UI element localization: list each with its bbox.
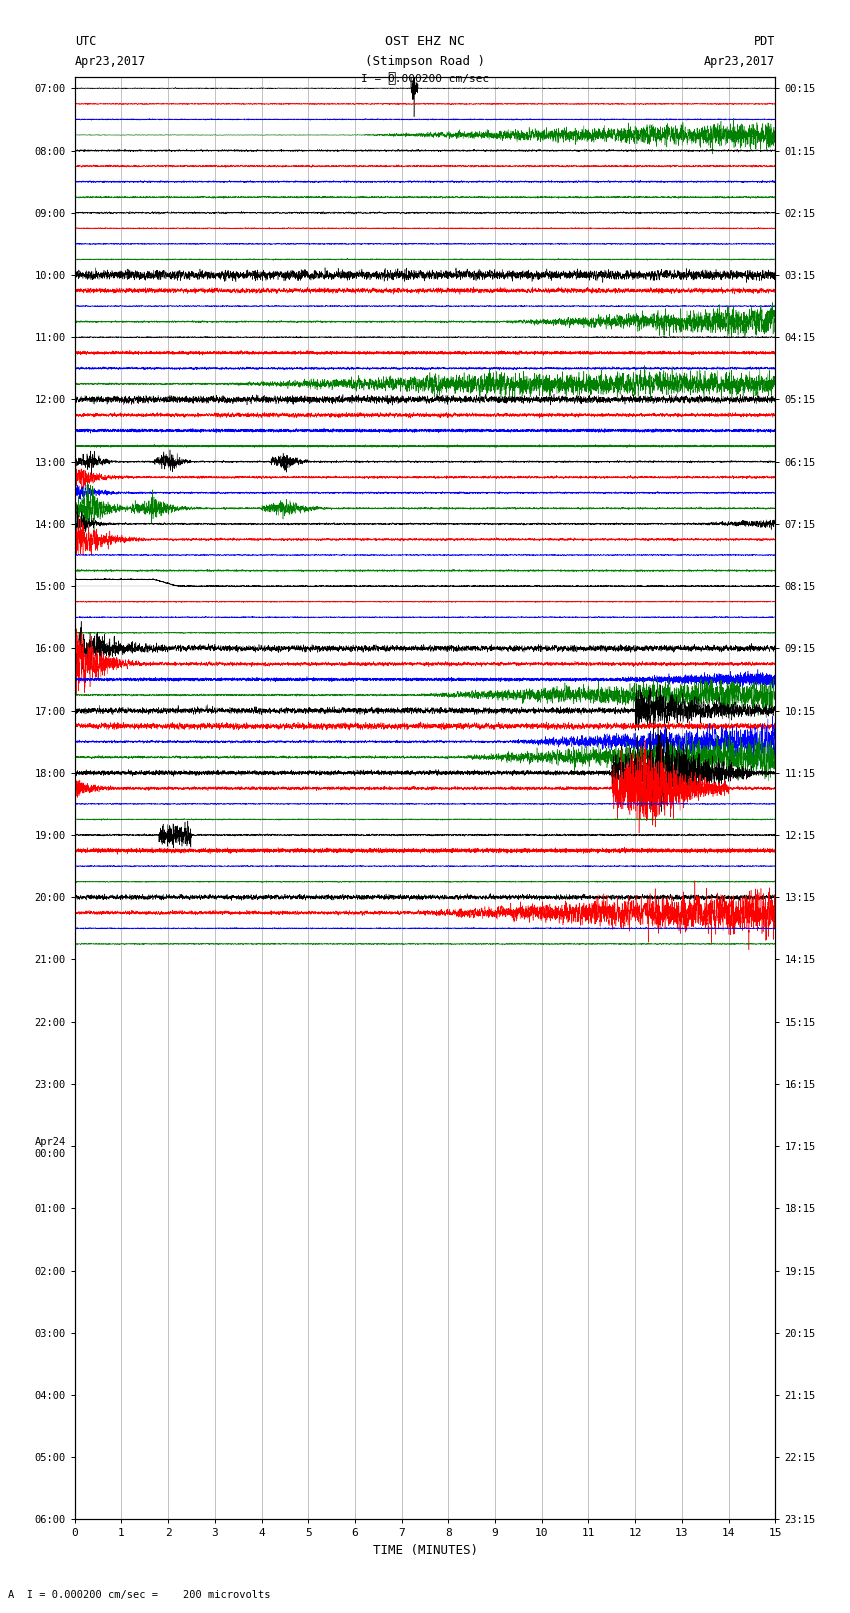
Text: OST EHZ NC: OST EHZ NC — [385, 35, 465, 48]
Text: ⎹: ⎹ — [387, 71, 395, 85]
Text: UTC: UTC — [75, 35, 96, 48]
Text: Apr23,2017: Apr23,2017 — [75, 55, 146, 68]
Text: Apr23,2017: Apr23,2017 — [704, 55, 775, 68]
Text: A  I = 0.000200 cm/sec =    200 microvolts: A I = 0.000200 cm/sec = 200 microvolts — [8, 1590, 271, 1600]
Text: I = 0.000200 cm/sec: I = 0.000200 cm/sec — [361, 74, 489, 84]
Text: PDT: PDT — [754, 35, 775, 48]
X-axis label: TIME (MINUTES): TIME (MINUTES) — [372, 1544, 478, 1557]
Text: (Stimpson Road ): (Stimpson Road ) — [365, 55, 485, 68]
